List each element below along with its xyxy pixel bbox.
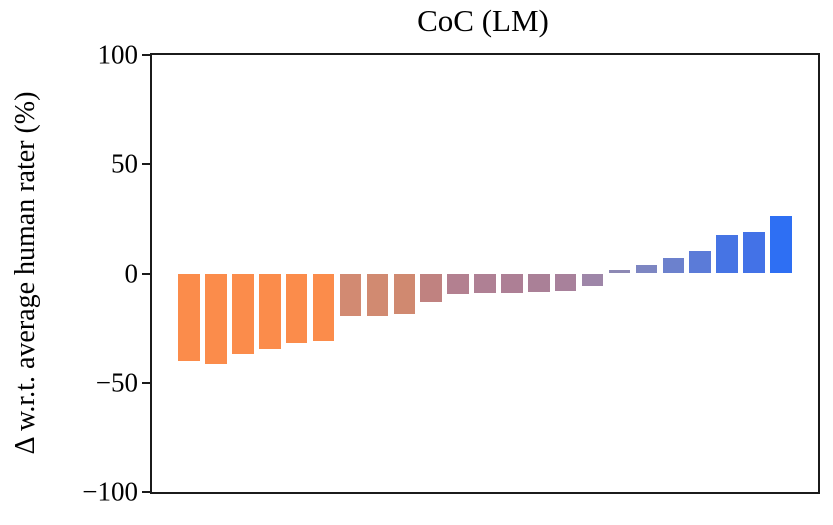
bar [528,273,550,292]
bar [581,273,604,286]
y-tick-label: 100 [97,39,139,70]
y-tick-label: −50 [95,367,138,398]
bar [312,273,335,341]
bar [743,232,765,274]
bar [662,257,685,274]
bar [716,235,738,274]
bar [420,273,442,303]
bar [366,273,389,316]
y-tick-label: −100 [82,476,138,507]
bar [770,215,792,274]
bar [474,273,496,293]
bar [232,273,254,354]
plot-area [150,53,820,494]
y-tick-mark [142,54,150,56]
y-tick-label: 0 [124,258,139,288]
bar [554,273,577,291]
bar [259,273,281,349]
bar [178,273,200,362]
bar [447,273,469,294]
chart-title: CoC (LM) [417,3,549,38]
y-tick-mark [142,381,150,384]
bar [393,273,416,314]
bar [339,273,362,316]
bar [635,265,658,274]
y-tick-mark [142,491,150,493]
bar [689,251,711,274]
y-tick-label: 50 [111,148,138,179]
bar [501,273,523,293]
y-tick-mark [142,163,150,166]
y-tick-mark [142,272,150,275]
bar [285,273,308,344]
bar [205,273,227,364]
bar [608,269,631,274]
